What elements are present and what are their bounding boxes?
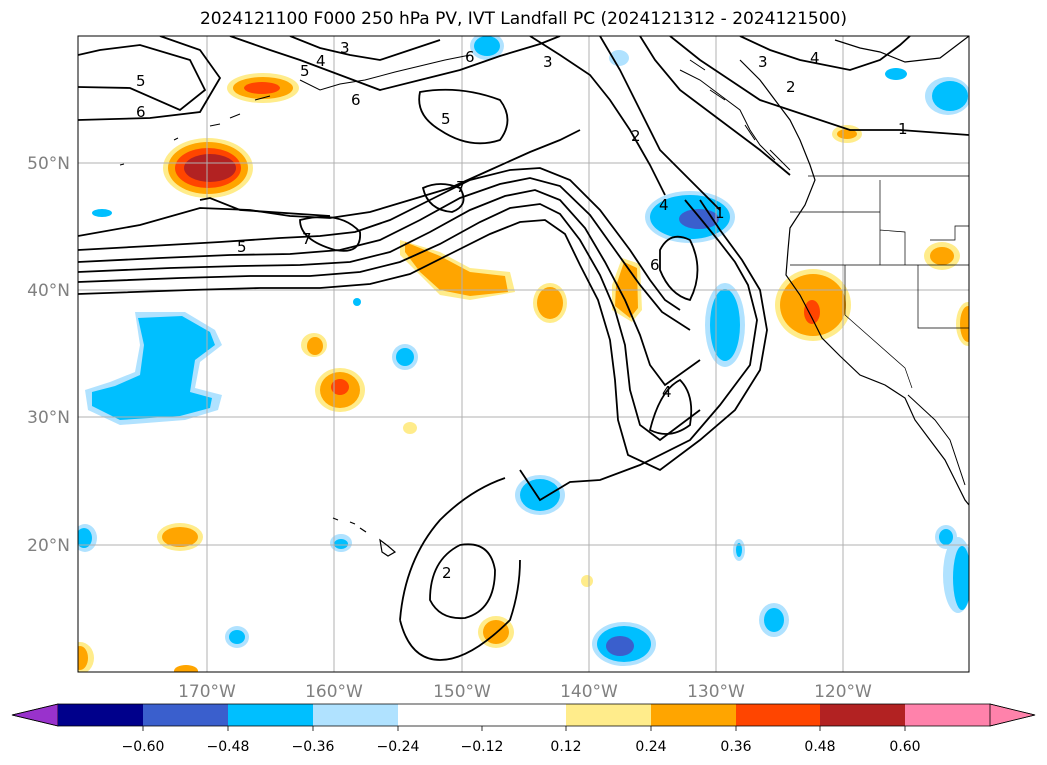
colorbar-segment [566, 704, 651, 726]
svg-text:7: 7 [456, 178, 466, 196]
lon-label: 120°W [814, 682, 872, 702]
map-frame [77, 35, 970, 673]
colorbar-over-arrow [989, 703, 1036, 727]
colorbar-tick: −0.36 [292, 739, 335, 755]
svg-text:3: 3 [340, 39, 350, 57]
svg-text:5: 5 [441, 110, 451, 128]
lon-label: 150°W [433, 682, 491, 702]
lon-label: 170°W [178, 682, 236, 702]
colorbar: −0.60 −0.48 −0.36 −0.24 −0.12 0.12 0.24 … [11, 703, 1036, 755]
lon-label: 160°W [305, 682, 363, 702]
state-borders [790, 175, 969, 389]
colorbar-segment [228, 704, 313, 726]
colorbar-tick: 0.24 [635, 739, 666, 755]
svg-text:3: 3 [543, 53, 553, 71]
svg-text:6: 6 [465, 48, 475, 66]
svg-text:4: 4 [659, 196, 669, 214]
lon-label: 140°W [560, 682, 618, 702]
svg-text:7: 7 [302, 230, 312, 248]
colorbar-tick: −0.48 [207, 739, 250, 755]
lat-label: 50°N [27, 154, 70, 174]
svg-text:6: 6 [351, 91, 361, 109]
map-title: 2024121100 F000 250 hPa PV, IVT Landfall… [199, 9, 847, 29]
colorbar-segment [736, 704, 820, 726]
colorbar-segment [398, 704, 482, 726]
graticule [78, 36, 969, 672]
svg-text:5: 5 [136, 72, 146, 90]
latitude-labels: 50°N 40°N 30°N 20°N [27, 154, 70, 556]
svg-text:6: 6 [650, 256, 660, 274]
colorbar-tick: −0.24 [377, 739, 420, 755]
svg-text:2: 2 [786, 78, 796, 96]
colorbar-under-arrow [11, 703, 59, 727]
svg-text:6: 6 [136, 103, 146, 121]
pv-contour-labels: 3 4 5 6 6 6 5 5 7 7 5 3 2 4 1 6 4 2 3 4 … [136, 39, 908, 582]
ivt-shading [78, 36, 969, 672]
coastlines [119, 36, 969, 557]
lat-label: 40°N [27, 281, 70, 301]
longitude-labels: 170°W 160°W 150°W 140°W 130°W 120°W [178, 682, 872, 702]
svg-text:4: 4 [810, 49, 820, 67]
colorbar-segment [143, 704, 228, 726]
lon-label: 130°W [687, 682, 745, 702]
colorbar-segment [482, 704, 566, 726]
svg-text:1: 1 [715, 204, 725, 222]
colorbar-tick: −0.12 [461, 739, 504, 755]
svg-text:4: 4 [662, 383, 672, 401]
svg-text:4: 4 [316, 52, 326, 70]
colorbar-tick: −0.60 [122, 739, 165, 755]
colorbar-segment [905, 704, 990, 726]
colorbar-segment [313, 704, 398, 726]
svg-text:2: 2 [631, 127, 641, 145]
svg-text:5: 5 [300, 62, 310, 80]
colorbar-tick: 0.60 [889, 739, 920, 755]
svg-text:1: 1 [898, 120, 908, 138]
svg-text:2: 2 [442, 564, 452, 582]
pv-contours [78, 36, 969, 661]
colorbar-tick: 0.36 [720, 739, 751, 755]
svg-text:3: 3 [758, 53, 768, 71]
lat-label: 30°N [27, 408, 70, 428]
lat-label: 20°N [27, 536, 70, 556]
colorbar-tick: 0.48 [804, 739, 835, 755]
colorbar-segment [820, 704, 905, 726]
colorbar-tick: 0.12 [550, 739, 581, 755]
colorbar-segment [651, 704, 736, 726]
svg-text:5: 5 [237, 238, 247, 256]
colorbar-segment [58, 704, 143, 726]
